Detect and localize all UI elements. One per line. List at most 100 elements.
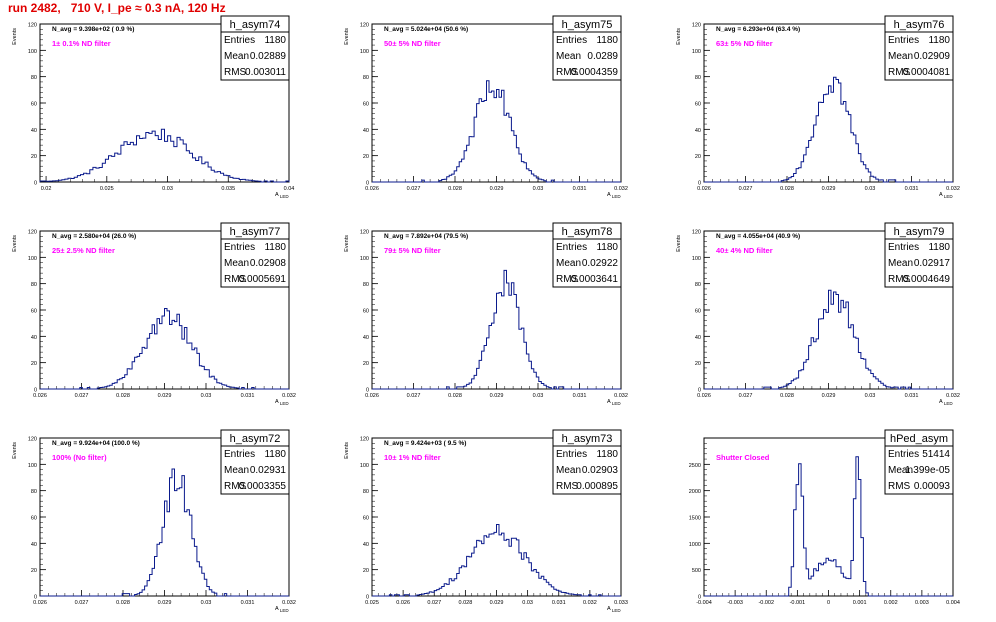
x-tick-label: 0.025 — [365, 600, 379, 606]
y-axis-label: Events — [12, 442, 18, 459]
stats-box — [220, 445, 290, 495]
stats-entries-label: Entries — [888, 449, 919, 460]
stats-entries-value: 1180 — [264, 35, 286, 46]
y-tick-label: 60 — [363, 102, 369, 108]
histogram-title: N_avg = 9.424e+03 ( 9.5 %) — [384, 440, 466, 447]
histogram-panel-h_asym77: 0 20 40 60 80 100 120 0.026 0.027 0.028 0.029 0.03 0… — [12, 222, 296, 406]
stats-mean-label: Mean — [888, 465, 913, 476]
stats-entries-value: 1180 — [264, 449, 286, 460]
x-tick-label: 0.001 — [853, 600, 867, 606]
stats-box — [884, 445, 954, 495]
stats-entries-value: 1180 — [264, 242, 286, 253]
stats-box-title: h_asym74 — [230, 19, 281, 31]
stats-rms-label: RMS — [556, 481, 579, 492]
x-tick-label: 0.028 — [780, 186, 794, 192]
x-tick-label: 0.027 — [407, 186, 421, 192]
y-tick-label: 120 — [360, 230, 369, 236]
x-tick-label: -0.002 — [758, 600, 774, 606]
x-tick-label: 0.027 — [739, 186, 753, 192]
x-tick-label: 0.028 — [116, 600, 130, 606]
x-tick-label: 0.027 — [407, 393, 421, 399]
stats-box — [220, 238, 290, 288]
y-tick-label: 120 — [692, 23, 701, 29]
histogram-panel-hPed_asym: 0 500 1000 1500 2000 2500 -0.004 -0.003 -0.002 -0… — [689, 429, 960, 606]
y-tick-label: 0 — [34, 595, 37, 601]
y-tick-label: 80 — [695, 75, 701, 81]
x-axis-label: A LED — [939, 399, 953, 406]
stats-box-title: h_asym79 — [894, 226, 945, 238]
stats-entries-label: Entries — [556, 242, 587, 253]
stats-rms-value: 0.0003641 — [571, 274, 619, 285]
x-tick-label: 0.027 — [427, 600, 441, 606]
histogram-title: N_avg = 2.580e+04 (26.0 %) — [52, 233, 136, 240]
histogram-panel-h_asym74: 0 20 40 60 80 100 120 0.02 0.025 0.03 0.035 0.04 Eve… — [12, 15, 294, 199]
filter-annotation: Shutter Closed — [716, 453, 770, 462]
stats-rms-label: RMS — [224, 274, 247, 285]
stats-mean-label: Mean — [888, 51, 913, 62]
x-tick-label: 0.026 — [697, 186, 711, 192]
y-tick-label: 0 — [698, 388, 701, 394]
stats-entries-label: Entries — [224, 449, 255, 460]
stats-mean-value: 0.02922 — [582, 258, 619, 269]
y-tick-label: 100 — [28, 463, 37, 469]
y-tick-label: 60 — [363, 309, 369, 315]
y-tick-label: 40 — [31, 542, 37, 548]
y-tick-label: 100 — [28, 256, 37, 262]
stats-entries-label: Entries — [224, 242, 255, 253]
stats-box-title: h_asym76 — [894, 19, 945, 31]
filter-annotation: 63± 5% ND filter — [716, 39, 773, 48]
y-tick-label: 40 — [695, 128, 701, 134]
x-tick-label: 0.032 — [946, 393, 960, 399]
stats-box-title: h_asym73 — [562, 433, 613, 445]
stats-mean-value: 0.02889 — [250, 51, 287, 62]
histogram-title: N_avg = 6.293e+04 (63.4 %) — [716, 26, 800, 33]
y-tick-label: 120 — [28, 230, 37, 236]
stats-mean-label: Mean — [224, 51, 249, 62]
x-axis-label: A LED — [939, 192, 953, 199]
histogram-panel-h_asym73: 0 20 40 60 80 100 120 0.025 0.026 0.027 0.028 0.029… — [344, 429, 628, 613]
stats-rms-label: RMS — [556, 67, 579, 78]
stats-box-title: h_asym72 — [230, 433, 281, 445]
stats-mean-label: Mean — [224, 258, 249, 269]
filter-annotation: 50± 5% ND filter — [384, 39, 441, 48]
x-tick-label: 0.031 — [573, 393, 587, 399]
y-tick-label: 2500 — [689, 463, 701, 469]
stats-entries-label: Entries — [888, 242, 919, 253]
x-tick-label: 0 — [827, 600, 830, 606]
x-tick-label: 0.032 — [946, 186, 960, 192]
histogram-series — [704, 456, 953, 597]
stats-entries-value: 1180 — [928, 242, 950, 253]
x-tick-label: 0.003 — [915, 600, 929, 606]
y-tick-label: 80 — [363, 75, 369, 81]
histogram-series — [40, 308, 289, 390]
y-tick-label: 20 — [695, 361, 701, 367]
x-tick-label: 0.035 — [221, 186, 235, 192]
x-tick-label: -0.004 — [696, 600, 712, 606]
y-tick-label: 20 — [695, 154, 701, 160]
y-tick-label: 20 — [31, 568, 37, 574]
y-tick-label: 120 — [692, 230, 701, 236]
y-tick-label: 60 — [363, 516, 369, 522]
stats-mean-value: 0.02909 — [914, 51, 951, 62]
stats-rms-value: 0.0003355 — [239, 481, 287, 492]
stats-mean-value: 0.02903 — [582, 465, 619, 476]
y-tick-label: 0 — [34, 388, 37, 394]
x-tick-label: 0.02 — [41, 186, 52, 192]
x-tick-label: -0.001 — [790, 600, 806, 606]
stats-entries-label: Entries — [556, 35, 587, 46]
y-tick-label: 20 — [363, 568, 369, 574]
y-tick-label: 40 — [31, 128, 37, 134]
x-tick-label: 0.03 — [865, 393, 876, 399]
histogram-panel-h_asym75: 0 20 40 60 80 100 120 0.026 0.027 0.028 0.029 0.03 0… — [344, 15, 628, 199]
y-tick-label: 0 — [698, 181, 701, 187]
x-tick-label: 0.027 — [75, 393, 89, 399]
stats-rms-label: RMS — [556, 274, 579, 285]
y-axis-label: Events — [344, 442, 350, 459]
y-tick-label: 0 — [366, 388, 369, 394]
x-tick-label: 0.002 — [884, 600, 898, 606]
x-tick-label: -0.003 — [727, 600, 743, 606]
x-tick-label: 0.031 — [573, 186, 587, 192]
y-tick-label: 80 — [695, 282, 701, 288]
x-tick-label: 0.03 — [533, 393, 544, 399]
stats-mean-value: 0.02908 — [250, 258, 287, 269]
